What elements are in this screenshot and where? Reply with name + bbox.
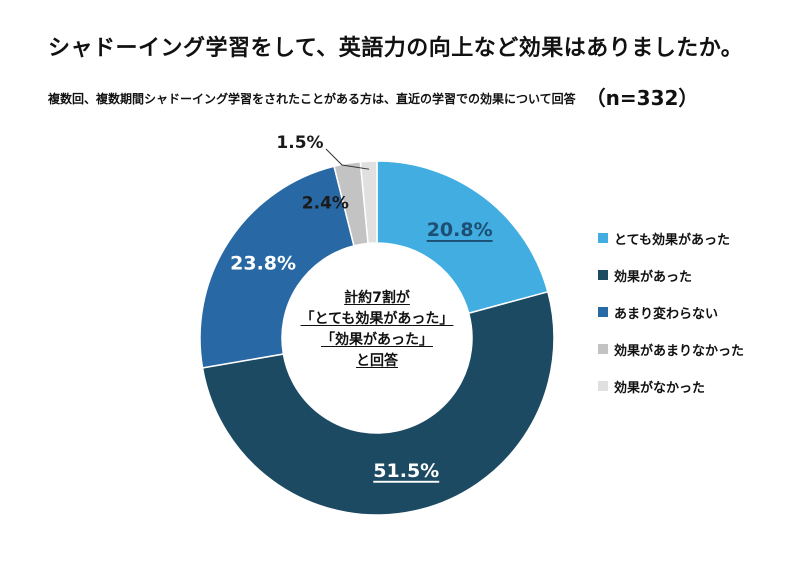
slice-value-label-5: 1.5% [276, 133, 323, 153]
center-annotation-line-2: 「とても効果があった」 [300, 311, 454, 327]
sample-size: （n=332） [585, 86, 699, 110]
donut-slice-3 [199, 165, 355, 369]
slice-value-label-3: 23.8% [230, 253, 296, 275]
legend-item-2: 効果があった [598, 265, 798, 285]
chart-title: シャドーイング学習をして、英語力の向上など効果はありましたか。 [48, 36, 744, 61]
label-leader-line [325, 148, 370, 170]
legend-label: とても効果があった [614, 232, 730, 248]
legend-item-1: とても効果があった [598, 228, 798, 248]
legend-item-4: 効果があまりなかった [598, 339, 798, 359]
donut-slice-1 [376, 160, 549, 315]
subtitle-text: 複数回、複数期間シャドーイング学習をされたことがある方は、直近の学習での効果につ… [48, 92, 576, 106]
slice-value-label-1: 20.8% [427, 219, 493, 241]
center-annotation-line-3: 「効果があった」 [321, 332, 433, 348]
legend-swatch [598, 381, 608, 391]
legend-label: 効果があまりなかった [614, 343, 745, 359]
legend: とても効果があった 効果があったあまり変わらない効果があまりなかった 効果がなかった [598, 228, 798, 413]
legend-swatch [598, 344, 608, 354]
legend-item-5: 効果がなかった [598, 376, 798, 396]
center-annotation: 計約7割が 「とても効果があった」 「効果があった」 と回答 [280, 288, 474, 372]
legend-swatch [598, 233, 608, 243]
legend-swatch [598, 270, 608, 280]
donut-slice-2 [201, 290, 555, 516]
legend-item-3: あまり変わらない [598, 302, 798, 322]
donut-slice-5 [359, 160, 378, 245]
legend-label: 効果がなかった [614, 380, 706, 396]
legend-swatch [598, 307, 608, 317]
center-annotation-line-4: と回答 [356, 353, 398, 369]
legend-label: 効果があった [614, 269, 693, 285]
slice-value-label-2: 51.5% [373, 460, 439, 482]
center-annotation-line-1: 計約7割が [344, 290, 410, 306]
slice-value-label-4: 2.4% [302, 193, 349, 213]
legend-label: あまり変わらない [614, 306, 719, 322]
chart-subtitle: 複数回、複数期間シャドーイング学習をされたことがある方は、直近の学習での効果につ… [48, 82, 788, 111]
